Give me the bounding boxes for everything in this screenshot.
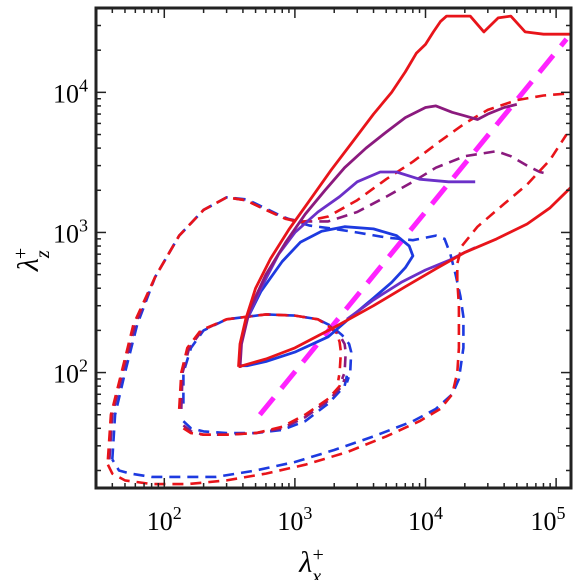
x-tick-label: 105 (531, 503, 566, 536)
contour-line-11 (238, 225, 415, 368)
contour-line-14 (238, 103, 518, 368)
axis-ticks (95, 7, 571, 488)
contour-line-16 (238, 186, 571, 369)
contour-line-6 (180, 313, 347, 409)
y-tick-label: 102 (53, 356, 88, 389)
x-tick-label: 103 (277, 503, 312, 536)
contour-line-10 (182, 378, 344, 436)
plot-frame (94, 6, 573, 490)
contour-line-9 (182, 378, 346, 436)
x-axis-label: λx+ (298, 544, 324, 580)
plot-lines (106, 14, 571, 486)
tick-labels: 102 103 104 105 102 103 104 (53, 75, 566, 536)
y-tick-label: 103 (53, 215, 88, 248)
x-tick-label: 102 (147, 503, 182, 536)
x-tick-label: 104 (408, 503, 443, 536)
contour-line-15 (237, 14, 571, 367)
contour-line-4 (106, 133, 568, 486)
contour-line-0 (257, 37, 569, 417)
y-tick-label: 104 (53, 75, 88, 108)
contour-line-3 (106, 92, 567, 460)
contour-line-2 (108, 149, 551, 460)
contour-line-8 (182, 375, 349, 435)
y-axis-label: λz+ (10, 247, 54, 272)
